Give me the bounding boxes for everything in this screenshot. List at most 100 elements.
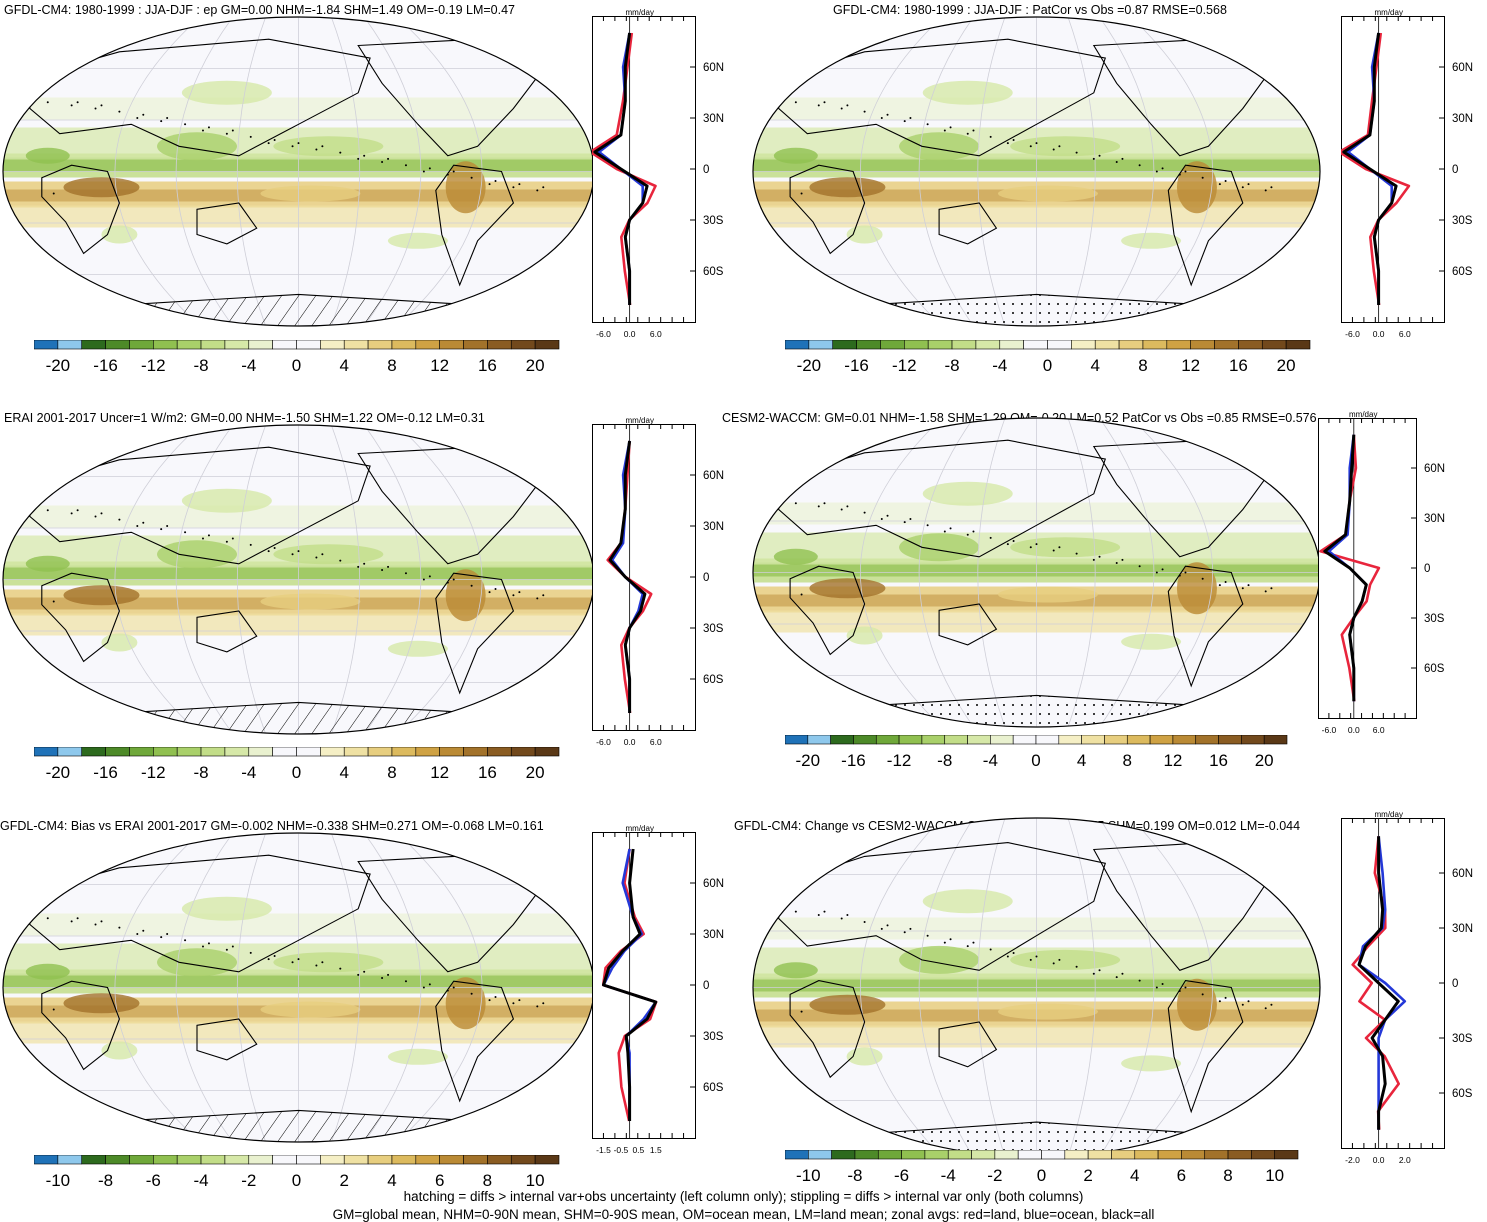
colorbar-label: 20 — [526, 763, 545, 781]
stipple-dot — [142, 521, 145, 524]
stipple-dot — [46, 101, 49, 104]
stipple-dot — [1264, 1007, 1267, 1010]
stipple-dot — [1201, 176, 1204, 179]
stipple-dot — [1270, 186, 1273, 189]
colorbar-label: -16 — [841, 751, 866, 769]
stipple-dot — [840, 917, 843, 920]
colorbar-swatch — [391, 1155, 417, 1165]
lat-label: 60S — [703, 266, 724, 278]
stipple-dot — [542, 1002, 545, 1005]
longitude-gridline — [114, 833, 201, 1142]
precip-anomaly — [157, 948, 238, 977]
precip-anomaly — [181, 80, 272, 105]
panel-title-p3: ERAI 2001-2017 Uncer=1 W/m2: GM=0.00 NHM… — [4, 411, 485, 425]
stipple-dot — [46, 917, 49, 920]
colorbar-swatch — [1274, 1150, 1299, 1160]
colorbar-swatch — [391, 747, 417, 757]
precip-anomaly — [773, 962, 818, 979]
precip-anomaly — [997, 1003, 1098, 1020]
stipple-dot — [297, 550, 300, 553]
colorbar-swatch — [534, 1155, 560, 1165]
precip-anomaly — [1121, 1055, 1182, 1072]
colorbar-swatch — [1111, 1150, 1136, 1160]
longitude-gridline — [236, 425, 267, 734]
stipple-dot — [488, 183, 491, 186]
stipple-dot — [846, 914, 849, 917]
colorbar-swatch — [990, 735, 1014, 745]
stipple-dot — [1218, 183, 1221, 186]
precip-anomaly — [387, 232, 448, 249]
stipple-dot — [1161, 167, 1164, 170]
stipple-dot — [363, 562, 366, 565]
lat-label: 0 — [703, 572, 709, 584]
colorbar-label: 8 — [1223, 1166, 1232, 1184]
colorbar-swatch — [463, 340, 488, 350]
colorbar-label: -20 — [46, 356, 71, 374]
stipple-dot — [166, 932, 169, 935]
stipple-dot — [494, 995, 497, 998]
stipple-dot — [470, 584, 473, 587]
colorbar-swatch — [320, 1155, 345, 1165]
stipple-dot — [1264, 189, 1267, 192]
lat-label: 0 — [703, 980, 709, 992]
stipple-dot — [886, 514, 889, 517]
colorbar-swatch — [1190, 340, 1215, 350]
stipple-dot — [1247, 183, 1250, 186]
precip-anomaly — [1121, 232, 1182, 249]
stipple-dot — [1058, 145, 1061, 148]
precip-anomaly — [899, 533, 980, 562]
stipple-dot — [518, 183, 521, 186]
precip-anomaly — [25, 963, 70, 980]
stipple-dot — [46, 509, 49, 512]
colorbar-swatch — [831, 1150, 856, 1160]
stipple-dot — [966, 533, 969, 536]
longitude-gridline — [918, 818, 974, 1157]
stipple-dot — [1241, 1003, 1244, 1006]
stipple-dot — [404, 980, 407, 983]
stipple-dot — [794, 101, 797, 104]
colorbar-swatch — [81, 1155, 106, 1165]
colorbar-label: 12 — [430, 356, 449, 374]
stipple-dot — [542, 594, 545, 597]
colorbar-swatch — [34, 1155, 59, 1165]
stipple-dot — [817, 914, 820, 917]
stipple-dot — [166, 116, 169, 119]
stipple-dot — [1201, 993, 1204, 996]
stipple-dot — [966, 945, 969, 948]
stipple-dot — [100, 920, 103, 923]
x-tick-label: 1.5 — [650, 1145, 662, 1155]
colorbar-swatch — [1172, 735, 1197, 745]
map-border — [752, 16, 1321, 327]
colorbar-label: 16 — [1229, 356, 1248, 374]
stipple-dot — [903, 521, 906, 524]
colorbar-swatch — [320, 747, 345, 757]
colorbar-swatch — [1035, 735, 1060, 745]
longitude-gridline — [1130, 818, 1213, 1157]
longitude-gridline — [114, 425, 201, 734]
stipple-dot — [428, 167, 431, 170]
colorbar-swatch — [34, 747, 59, 757]
zonal-frame — [1318, 418, 1417, 719]
colorbar-label: 2 — [1083, 1166, 1092, 1184]
lat-label: 60N — [703, 878, 724, 890]
longitude-gridline — [330, 17, 361, 326]
continent-outline — [778, 842, 1106, 971]
colorbar-swatch — [487, 1155, 512, 1165]
stipple-dot — [70, 920, 73, 923]
colorbar-swatch — [921, 735, 946, 745]
stipple-dot — [817, 104, 820, 107]
units-label: mm/day — [1375, 8, 1403, 17]
colorbar-swatch — [898, 735, 923, 745]
stipple-dot — [94, 515, 97, 518]
continent-outline — [435, 980, 515, 1103]
footer-line-1: hatching = diffs > internal var+obs unce… — [403, 1189, 1084, 1204]
stipple-dot — [1218, 584, 1221, 587]
colorbar-swatch — [1087, 1150, 1112, 1160]
colorbar-swatch — [1166, 340, 1191, 350]
colorbar-label: 4 — [1090, 356, 1099, 374]
stipple-dot — [291, 145, 294, 148]
lat-label: 60S — [703, 1082, 724, 1094]
stipple-dot — [817, 505, 820, 508]
stipple-dot — [1138, 565, 1141, 568]
lat-label: 60S — [1424, 663, 1445, 675]
